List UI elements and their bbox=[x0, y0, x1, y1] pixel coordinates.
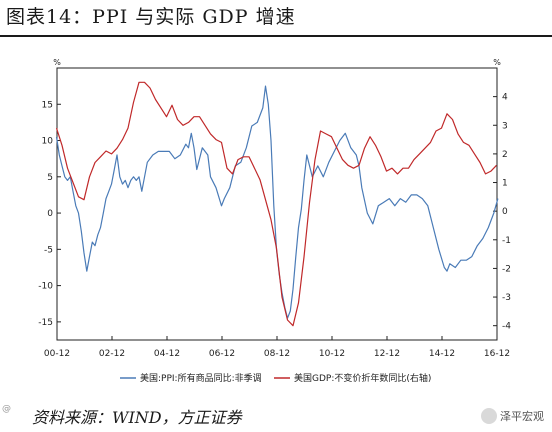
right-unit-label: % bbox=[493, 58, 501, 67]
title-divider bbox=[0, 35, 552, 37]
right-tick-label: 1 bbox=[502, 179, 508, 189]
right-tick-label: 4 bbox=[502, 93, 508, 103]
left-tick-label: 10 bbox=[42, 137, 54, 147]
right-tick-label: -4 bbox=[502, 322, 511, 332]
gdp-series-line bbox=[55, 81, 497, 327]
watermark-right-label: 泽平宏观 bbox=[500, 410, 544, 423]
right-tick-label: -1 bbox=[502, 236, 511, 246]
ppi-series-line bbox=[55, 85, 499, 319]
right-tick-label: -3 bbox=[502, 293, 511, 303]
chart-title: 图表14：PPI 与实际 GDP 增速 bbox=[6, 6, 296, 28]
x-tick-label: 10-12 bbox=[319, 349, 345, 359]
x-tick-label: 02-12 bbox=[99, 349, 125, 359]
wechat-icon bbox=[481, 408, 497, 424]
x-tick-label: 12-12 bbox=[374, 349, 400, 359]
legend-label-gdp: 美国GDP:不变价折年数同比(右轴) bbox=[294, 372, 431, 384]
plot-frame bbox=[56, 67, 498, 341]
x-tick-label: 08-12 bbox=[264, 349, 290, 359]
right-tick-label: -2 bbox=[502, 264, 511, 274]
x-tick-label: 00-12 bbox=[44, 349, 70, 359]
left-tick-label: -5 bbox=[44, 245, 53, 255]
legend-label-ppi: 美国:PPI:所有商品同比:非季调 bbox=[140, 372, 262, 384]
left-tick-label: -15 bbox=[38, 318, 53, 328]
left-unit-label: % bbox=[53, 58, 61, 67]
x-tick-label: 14-12 bbox=[429, 349, 455, 359]
right-tick-label: 0 bbox=[502, 207, 508, 217]
left-tick-label: 5 bbox=[47, 173, 53, 183]
x-tick-label: 04-12 bbox=[154, 349, 180, 359]
left-tick-label: -10 bbox=[38, 282, 53, 292]
watermark-left: @ bbox=[2, 404, 11, 414]
source-note: 资料来源：WIND，方正证券 bbox=[32, 408, 242, 427]
x-tick-label: 06-12 bbox=[209, 349, 235, 359]
watermark-right: 泽平宏观 bbox=[481, 408, 544, 424]
right-tick-label: 2 bbox=[502, 150, 508, 160]
x-tick-label: 16-12 bbox=[484, 349, 510, 359]
right-tick-label: 3 bbox=[502, 121, 508, 131]
left-tick-label: 15 bbox=[42, 100, 53, 110]
left-tick-label: 0 bbox=[47, 209, 53, 219]
